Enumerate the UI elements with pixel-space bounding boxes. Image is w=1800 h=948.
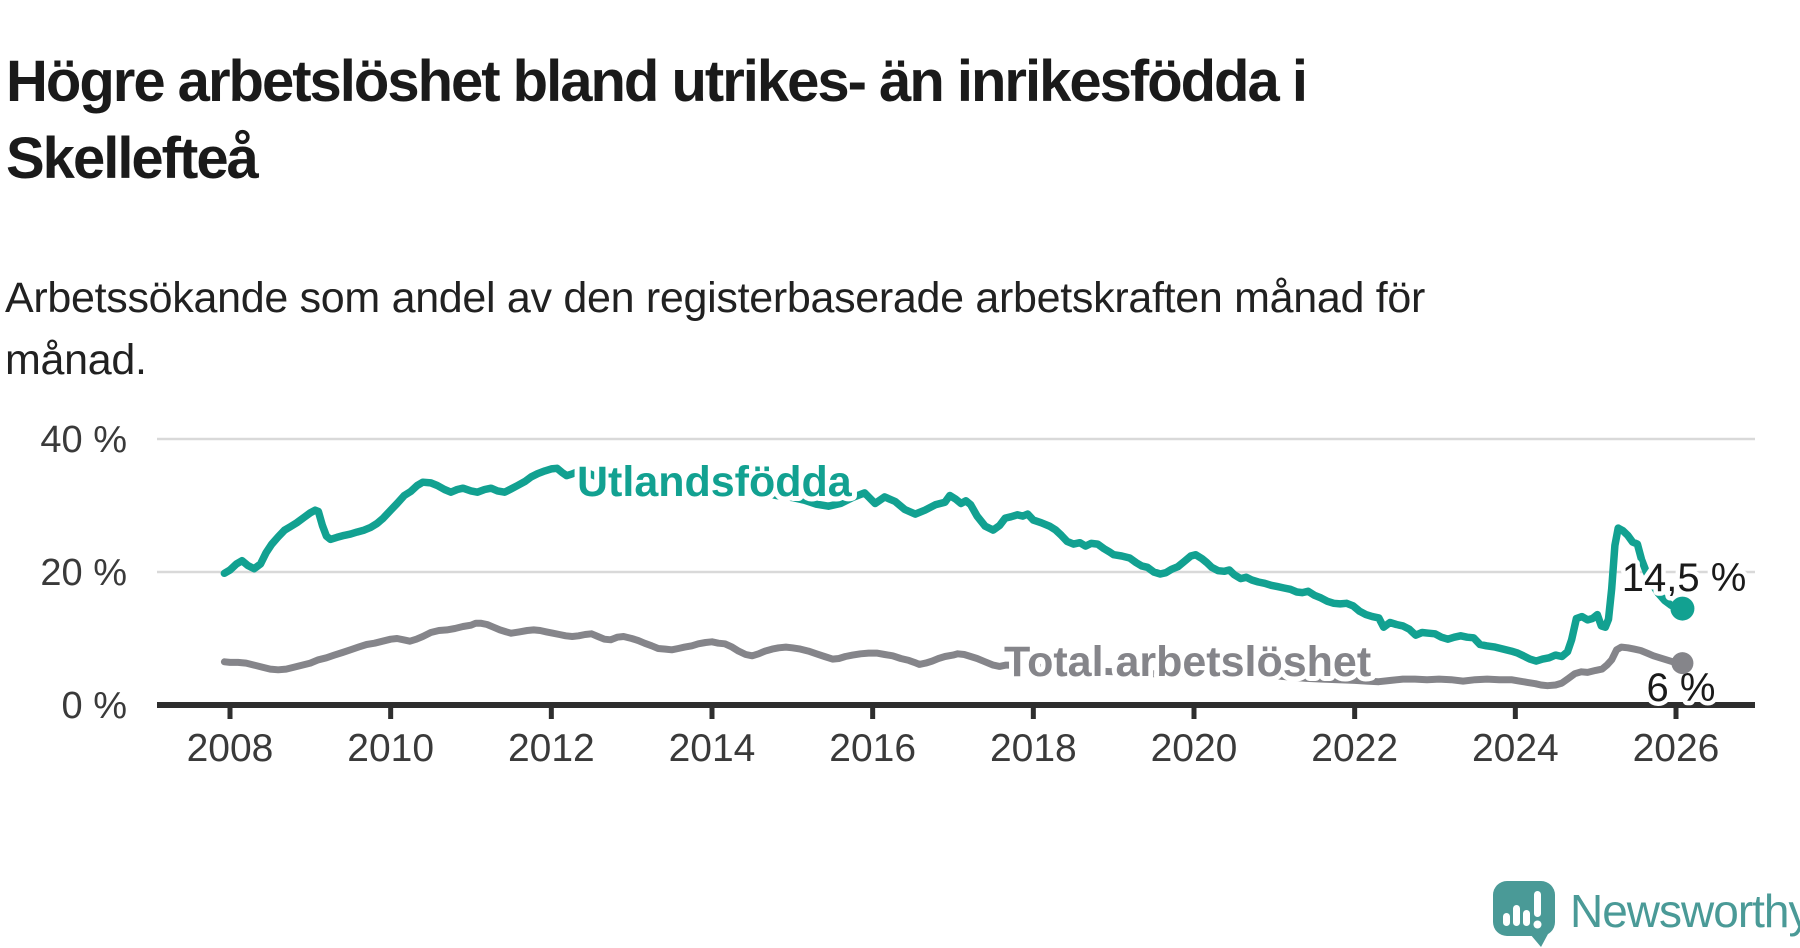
- x-tick-label: 2026: [1633, 727, 1720, 770]
- x-tick-label: 2012: [508, 727, 595, 770]
- chart-title: Högre arbetslöshet bland utrikes- än inr…: [6, 48, 1308, 191]
- newsworthy-branding: Newsworthy: [1492, 880, 1800, 948]
- newsworthy-wordmark: Newsworthy: [1570, 885, 1800, 937]
- x-tick-label: 2018: [990, 727, 1077, 770]
- x-tick-label: 2016: [829, 727, 916, 770]
- x-tick-label: 2024: [1472, 727, 1559, 770]
- series-label-utlandsfodda: Utlandsfödda: [577, 458, 853, 506]
- x-tick-label: 2008: [187, 727, 274, 770]
- y-tick-label: 20 %: [40, 552, 127, 594]
- y-tick-label: 40 %: [40, 419, 127, 461]
- end-value-annotation-utlandsfodda: 14,5 %: [1622, 556, 1747, 600]
- endpoint-dot-total: [1671, 652, 1694, 675]
- series-label-total: Total arbetslöshet: [1004, 638, 1371, 686]
- x-tick-label: 2020: [1151, 727, 1238, 770]
- y-tick-label: 0 %: [62, 685, 127, 727]
- endpoint-dot-utlandsfodda: [1670, 596, 1695, 621]
- x-tick-label: 2014: [669, 727, 756, 770]
- newsworthy-logo-icon: [1493, 881, 1555, 947]
- x-tick-label: 2022: [1311, 727, 1398, 770]
- series-line-total: [220, 619, 1686, 690]
- x-tick-label: 2010: [347, 727, 434, 770]
- chart-subtitle: Arbetssökande som andel av den registerb…: [5, 274, 1426, 384]
- series-line-utlandsfodda: [220, 464, 1687, 665]
